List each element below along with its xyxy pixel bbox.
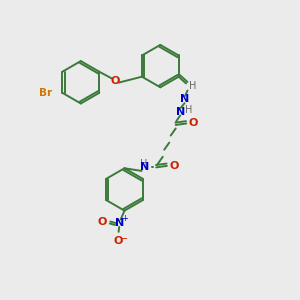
Text: H: H <box>140 159 147 169</box>
Text: N: N <box>180 94 189 104</box>
Text: O: O <box>98 217 107 226</box>
Text: Br: Br <box>39 88 52 98</box>
Text: O: O <box>189 118 198 128</box>
Text: N: N <box>140 162 150 172</box>
Text: O: O <box>114 236 123 246</box>
Text: H: H <box>189 80 196 91</box>
Text: −: − <box>120 234 128 244</box>
Text: O: O <box>169 161 179 171</box>
Text: N: N <box>176 107 185 117</box>
Text: +: + <box>121 214 128 223</box>
Text: H: H <box>185 105 192 115</box>
Text: N: N <box>115 218 124 228</box>
Text: O: O <box>111 76 120 85</box>
